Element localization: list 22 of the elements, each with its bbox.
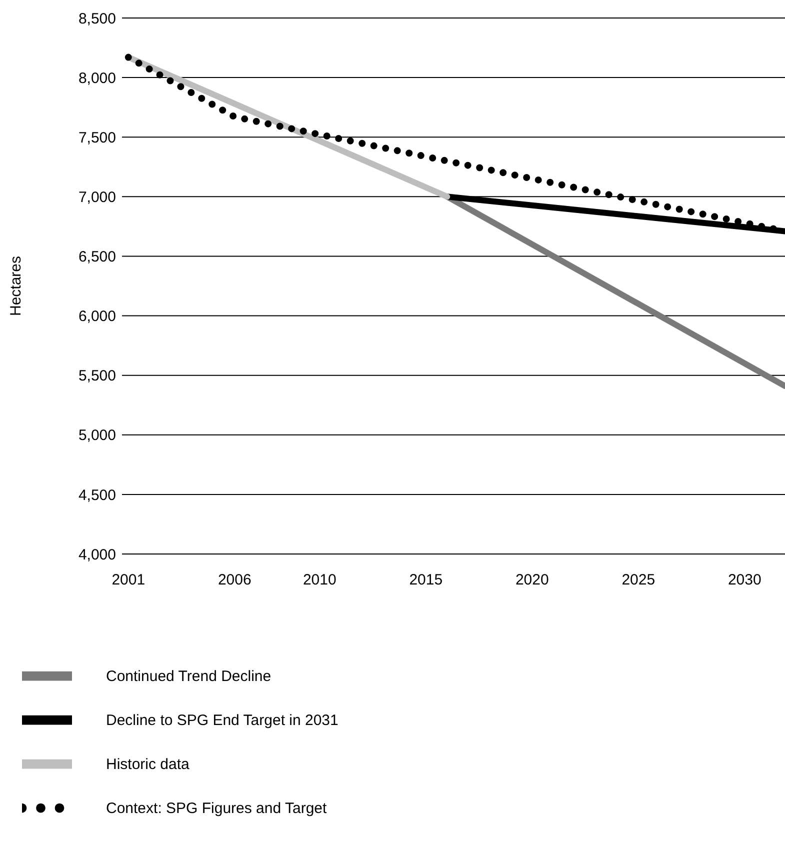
y-tick-label: 5,500 [78, 368, 116, 385]
y-tick-label: 8,500 [78, 10, 116, 28]
x-tick-label: 2001 [112, 572, 146, 589]
x-tick-label: 2025 [622, 572, 656, 589]
y-tick-label: 4,500 [78, 486, 116, 504]
y-tick-label: 7,000 [78, 188, 116, 206]
legend-label: Context: SPG Figures and Target [106, 800, 327, 816]
y-tick-label: 8,000 [78, 70, 116, 87]
x-tick-label: 2010 [302, 572, 336, 589]
x-tick-label: 2020 [515, 572, 549, 589]
y-axis-title: Hectares [7, 256, 24, 316]
y-tick-label: 5,000 [78, 427, 116, 444]
y-tick-label: 6,500 [78, 248, 116, 266]
x-tick-label: 2006 [218, 572, 252, 589]
y-tick-label: 7,500 [78, 129, 116, 146]
legend-label: Historic data [106, 756, 190, 772]
legend-label: Continued Trend Decline [106, 668, 272, 684]
x-tick-label: 2030 [728, 572, 762, 589]
legend-label: Decline to SPG End Target in 2031 [106, 712, 338, 728]
x-tick-label: 2015 [409, 572, 443, 589]
y-tick-label: 4,000 [78, 546, 116, 564]
y-tick-label: 6,000 [78, 308, 116, 326]
